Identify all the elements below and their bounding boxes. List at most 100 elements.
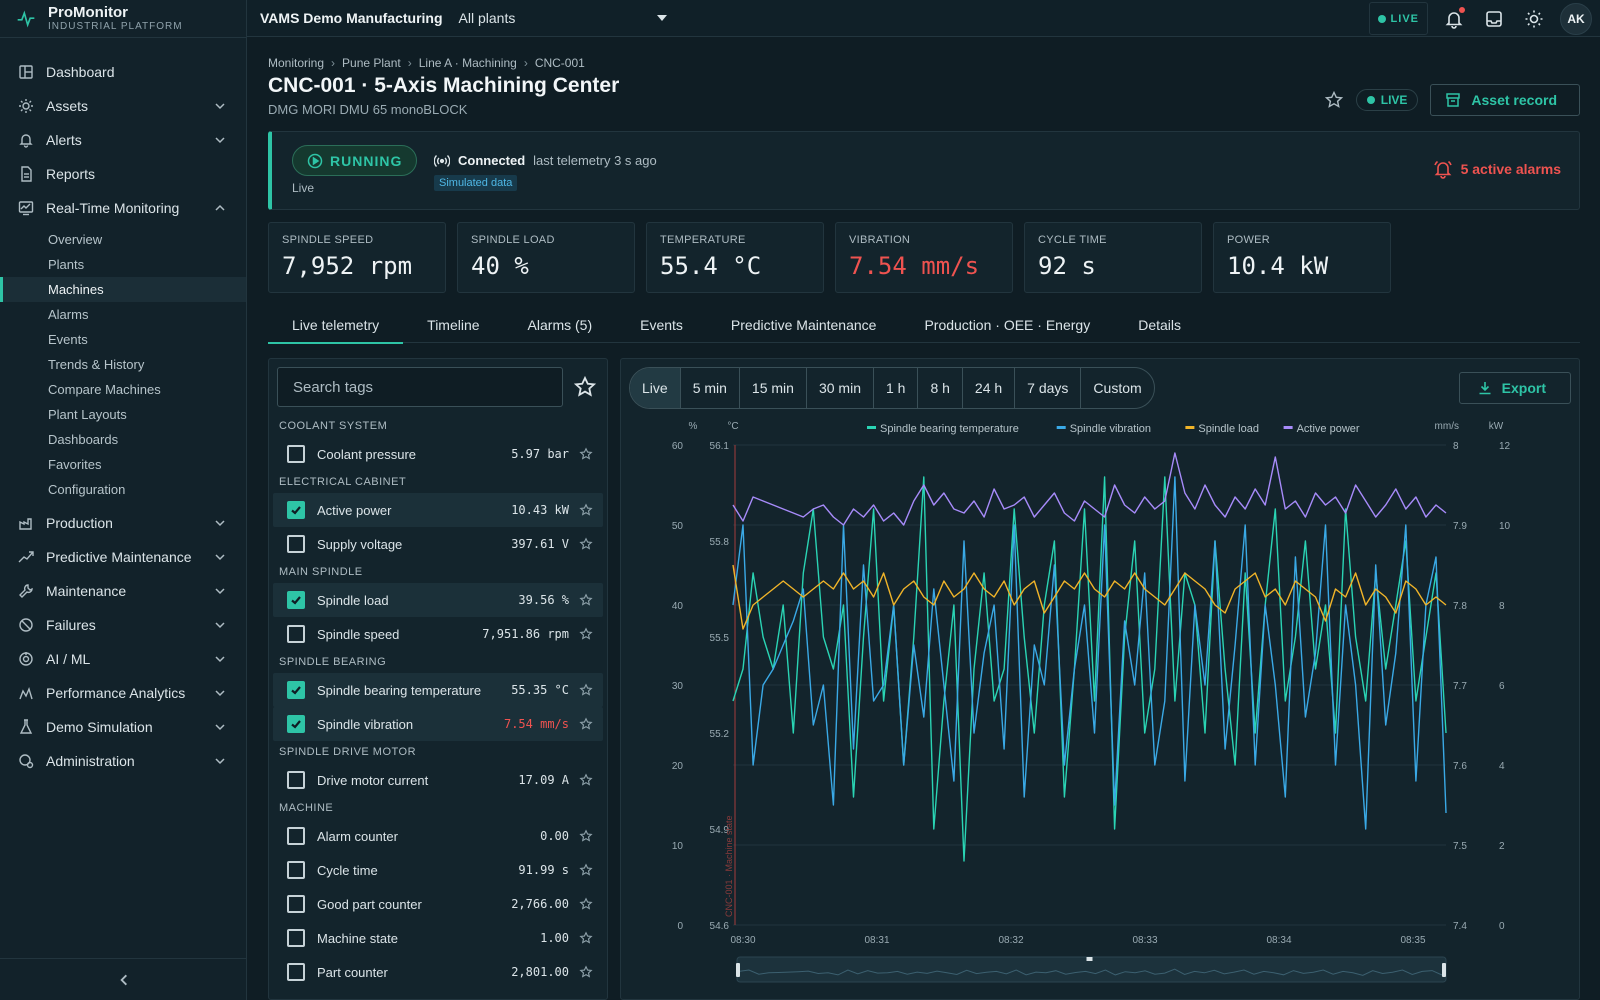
breadcrumb-item[interactable]: Pune Plant — [342, 56, 401, 70]
favorite-star-icon[interactable] — [1324, 90, 1344, 110]
favorite-star-icon[interactable] — [579, 627, 593, 641]
tag-checkbox[interactable] — [287, 895, 305, 913]
theme-toggle-button[interactable] — [1520, 5, 1548, 33]
tag-checkbox[interactable] — [287, 501, 305, 519]
range-button[interactable]: Live — [630, 368, 681, 408]
main-nav: Dashboard Assets Alerts Reports Real-Tim… — [0, 38, 246, 778]
telemetry-line-chart[interactable]: % °C mm/s kW010203040506054.654.955.255.555… — [621, 411, 1581, 999]
nav-item-production[interactable]: Production — [0, 506, 246, 540]
favorite-star-icon[interactable] — [579, 931, 593, 945]
tag-checkbox[interactable] — [287, 827, 305, 845]
tag-row[interactable]: Part counter 2,801.00 — [273, 955, 603, 989]
tag-checkbox[interactable] — [287, 625, 305, 643]
asset-record-button[interactable]: Asset record — [1430, 84, 1580, 116]
tag-row[interactable]: Drive motor current 17.09 A — [273, 763, 603, 797]
subnav-item-plant-layouts[interactable]: Plant Layouts — [48, 407, 127, 422]
favorite-star-icon[interactable] — [579, 593, 593, 607]
range-button[interactable]: 1 h — [874, 368, 919, 408]
favorite-star-icon[interactable] — [579, 897, 593, 911]
tag-row[interactable]: Supply voltage 397.61 V — [273, 527, 603, 561]
tab-events[interactable]: Events — [640, 316, 683, 333]
subnav-item-dashboards[interactable]: Dashboards — [48, 432, 119, 447]
tag-checkbox[interactable] — [287, 535, 305, 553]
nav-item-reports[interactable]: Reports — [0, 157, 246, 191]
tag-checkbox[interactable] — [287, 963, 305, 981]
breadcrumb-separator-icon: › — [523, 56, 528, 70]
tag-checkbox[interactable] — [287, 445, 305, 463]
tag-row[interactable]: Coolant pressure 5.97 bar — [273, 437, 603, 471]
tab-alarms[interactable]: Alarms (5) — [527, 316, 593, 333]
range-button[interactable]: 24 h — [963, 368, 1016, 408]
nav-item-alerts[interactable]: Alerts — [0, 123, 246, 157]
nav-item-real-time-monitoring[interactable]: Real-Time Monitoring — [0, 191, 246, 225]
favorite-star-icon[interactable] — [579, 447, 593, 461]
tag-checkbox[interactable] — [287, 929, 305, 947]
chevron-down-icon — [215, 724, 225, 731]
tag-row[interactable]: Spindle vibration 7.54 mm/s — [273, 707, 603, 741]
tag-value: 91.99 s — [518, 863, 569, 877]
nav-item-predictive-maintenance[interactable]: Predictive Maintenance — [0, 540, 246, 574]
tag-row[interactable]: Spindle bearing temperature 55.35 °C — [273, 673, 603, 707]
tag-row[interactable]: Alarm counter 0.00 — [273, 819, 603, 853]
tag-row[interactable]: Machine state 1.00 — [273, 921, 603, 955]
favorite-star-icon[interactable] — [579, 829, 593, 843]
subnav-item-trends-history[interactable]: Trends & History — [48, 357, 145, 372]
range-button[interactable]: 5 min — [681, 368, 740, 408]
range-button[interactable]: 30 min — [807, 368, 874, 408]
tag-row[interactable]: Spindle speed 7,951.86 rpm — [273, 617, 603, 651]
breadcrumb-item[interactable]: Monitoring — [268, 56, 325, 70]
tag-checkbox[interactable] — [287, 681, 305, 699]
nav-item-demo-simulation[interactable]: Demo Simulation — [0, 710, 246, 744]
tag-row[interactable]: Cycle time 91.99 s — [273, 853, 603, 887]
nav-item-dashboard[interactable]: Dashboard — [0, 55, 246, 89]
tag-checkbox[interactable] — [287, 771, 305, 789]
subnav-item-machines[interactable]: Machines — [0, 277, 246, 302]
favorite-star-icon[interactable] — [579, 717, 593, 731]
tag-row[interactable]: Spindle load 39.56 % — [273, 583, 603, 617]
search-tags-input[interactable] — [277, 367, 563, 407]
tag-checkbox[interactable] — [287, 861, 305, 879]
favorite-star-icon[interactable] — [579, 537, 593, 551]
nav-item-performance-analytics[interactable]: Performance Analytics — [0, 676, 246, 710]
active-alarms-link[interactable]: 5 active alarms — [1433, 159, 1561, 179]
tag-checkbox[interactable] — [287, 591, 305, 609]
inbox-button[interactable] — [1480, 5, 1508, 33]
range-button[interactable]: 8 h — [918, 368, 963, 408]
subnav-item-alarms[interactable]: Alarms — [48, 307, 89, 322]
favorite-star-icon[interactable] — [579, 965, 593, 979]
subnav-item-compare-machines[interactable]: Compare Machines — [48, 382, 161, 397]
tab-details[interactable]: Details — [1138, 316, 1181, 333]
subnav-item-favorites[interactable]: Favorites — [48, 457, 102, 472]
tag-row[interactable]: Active power 10.43 kW — [273, 493, 603, 527]
nav-item-failures[interactable]: Failures — [0, 608, 246, 642]
breadcrumb-item[interactable]: Line A · Machining — [418, 56, 517, 70]
nav-item-ai-ml[interactable]: AI / ML — [0, 642, 246, 676]
tag-row[interactable]: Good part counter 2,766.00 — [273, 887, 603, 921]
user-avatar[interactable]: AK — [1560, 2, 1592, 35]
brand[interactable]: ProMonitor INDUSTRIAL PLATFORM — [0, 0, 246, 38]
nav-item-assets[interactable]: Assets — [0, 89, 246, 123]
nav-item-maintenance[interactable]: Maintenance — [0, 574, 246, 608]
subnav-item-events[interactable]: Events — [48, 332, 88, 347]
plant-select[interactable]: All plants — [459, 10, 667, 26]
range-button[interactable]: 15 min — [740, 368, 807, 408]
notifications-button[interactable] — [1440, 5, 1468, 33]
export-button[interactable]: Export — [1458, 372, 1571, 404]
favorite-star-icon[interactable] — [579, 773, 593, 787]
tab-timeline[interactable]: Timeline — [427, 316, 480, 333]
collapse-sidebar-button[interactable] — [0, 958, 247, 1000]
subnav-item-plants[interactable]: Plants — [48, 257, 85, 272]
tab-production-oee-energy[interactable]: Production · OEE · Energy — [924, 316, 1091, 333]
favorites-filter-star-icon[interactable] — [573, 375, 597, 399]
tag-checkbox[interactable] — [287, 715, 305, 733]
nav-item-administration[interactable]: Administration — [0, 744, 246, 778]
favorite-star-icon[interactable] — [579, 503, 593, 517]
range-button[interactable]: Custom — [1093, 380, 1142, 396]
favorite-star-icon[interactable] — [579, 683, 593, 697]
favorite-star-icon[interactable] — [579, 863, 593, 877]
tab-live-telemetry[interactable]: Live telemetry — [268, 306, 404, 344]
subnav-item-configuration[interactable]: Configuration — [48, 482, 126, 497]
subnav-item-overview[interactable]: Overview — [48, 232, 103, 247]
range-button[interactable]: 7 days — [1015, 368, 1082, 408]
tab-predictive-maintenance[interactable]: Predictive Maintenance — [730, 316, 877, 333]
